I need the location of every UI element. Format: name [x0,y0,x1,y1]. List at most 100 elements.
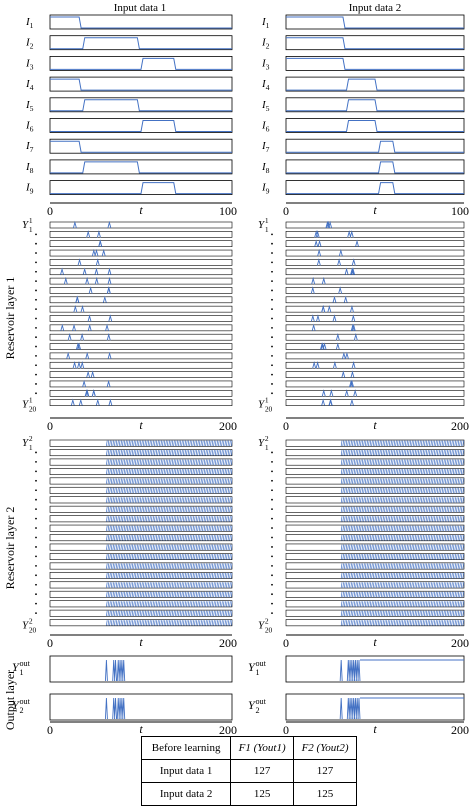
reservoir1-spike [108,398,113,406]
reservoir1-spike [344,389,349,397]
reservoir1-ellipsis-dot [35,233,37,236]
reservoir1-ellipsis-dot [271,326,273,329]
reservoir1-spike [311,323,316,331]
reservoir1-spike [91,248,96,257]
reservoir1-spike [77,342,81,350]
reservoir1-spike [72,220,77,229]
reservoir2-neuron-box [285,543,465,551]
input-signal-trace [286,120,464,132]
reservoir1-neuron-box [285,324,465,332]
reservoir2-oscillation-trace [106,535,233,541]
reservoir1-spike [351,361,356,369]
reservoir1-neuron-box [285,389,465,397]
reservoir1-spike [78,398,83,406]
reservoir1-neuron-box [49,343,233,350]
reservoir2-oscillation-trace [340,620,464,626]
reservoir2-oscillation-trace [340,459,464,465]
reservoir1-ellipsis-dot [271,364,273,367]
reservoir2-oscillation-trace [106,459,233,465]
reservoir1-spike [316,314,320,322]
reservoir1-neuron-box [285,259,465,266]
reservoir1-spike [94,248,99,257]
reservoir2-ellipsis-dot [271,461,273,463]
reservoir1-spike [82,267,87,275]
reservoir2-oscillation-trace [340,591,464,598]
reservoir1-spike [107,220,112,229]
reservoir1-spike [349,230,354,238]
input-signal-box [49,138,233,154]
reservoir1-last-label: Y1 20 [22,396,37,414]
reservoir1-spike [107,276,112,285]
input-signal-trace [50,16,232,29]
output-spike-trace [104,697,126,720]
reservoir1-spike [310,314,315,322]
reservoir2-neuron-box [285,619,465,627]
reservoir1-spike [106,379,111,388]
reservoir1-spike [353,389,358,397]
reservoir1-ellipsis-dot [35,308,37,311]
reservoir1-spike [353,332,358,341]
reservoir1-spike [60,267,64,275]
input-signal-label: I2 [261,37,270,51]
reservoir1-spike [80,332,85,341]
reservoir2-oscillation-trace [106,516,233,522]
reservoir1-ellipsis-dot [271,392,273,395]
reservoir1-spike [107,351,112,360]
reservoir1-neuron-box [49,249,233,257]
reservoir1-ellipsis-dot [35,252,37,254]
input-panel-xlabel: t [139,203,143,217]
reservoir1-ellipsis-dot [35,242,37,245]
reservoir1-panel-tick-label: 0 [47,419,53,433]
input-signal-label: I6 [261,120,270,134]
reservoir1-neuron-box [285,296,465,304]
input-signal-box [285,159,465,175]
reservoir1-spike [350,398,354,406]
reservoir1-spike [350,379,354,388]
reservoir1-neuron-box [285,380,465,388]
table-header-row: Before learning F1 (Yout1) F2 (Yout2) [140,736,357,760]
reservoir2-neuron-box [285,486,465,494]
input-signal-label: I3 [25,57,34,71]
output-spike-trace [339,697,464,720]
output-spike-trace [339,659,464,682]
reservoir1-neuron-box [49,259,233,266]
reservoir1-ellipsis-dot [271,317,273,320]
input-signal-trace [50,57,232,70]
reservoir1-spike [314,239,319,247]
reservoir2-oscillation-trace [106,601,233,607]
input-signal-label: I5 [25,99,34,113]
reservoir1-spike [350,370,355,378]
input-signal-trace [286,182,464,195]
input-signal-label: I7 [261,140,270,154]
input-signal-box [285,97,465,113]
output-panel-tick-label: 200 [451,723,469,737]
reservoir1-neuron-box [49,240,233,247]
table-cell: 125 [230,782,295,806]
reservoir2-neuron-box [285,600,465,608]
reservoir2-oscillation-trace [340,610,464,617]
reservoir1-spike [85,351,90,360]
reservoir1-spike [108,314,113,322]
reservoir2-oscillation-trace [340,544,464,551]
reservoir2-panel-xlabel: t [139,635,143,649]
input-panel-tick-label: 100 [219,204,237,218]
reservoir2-ellipsis-dot [271,498,273,501]
output-neuron-box [49,655,233,683]
reservoir1-spike [86,230,91,238]
reservoir1-neuron-box [49,231,233,238]
reservoir2-ellipsis-dot [271,612,273,614]
reservoir2-oscillation-trace [106,563,233,569]
reservoir1-ellipsis-dot [271,242,273,245]
reservoir2-panel-tick-label: 0 [47,636,53,650]
reservoir1-neuron-box [49,399,233,406]
reservoir1-spike [344,267,349,275]
reservoir1-spike [320,342,324,350]
reservoir1-spike [321,304,326,313]
input-panel-tick-label: 100 [451,204,469,218]
reservoir2-ellipsis-dot [35,461,37,463]
reservoir2-oscillation-trace [106,572,233,579]
reservoir1-spike [317,248,322,257]
reservoir1-spike [85,389,90,397]
reservoir2-neuron-box [285,449,465,457]
reservoir2-last-label: Y2 20 [22,617,37,635]
